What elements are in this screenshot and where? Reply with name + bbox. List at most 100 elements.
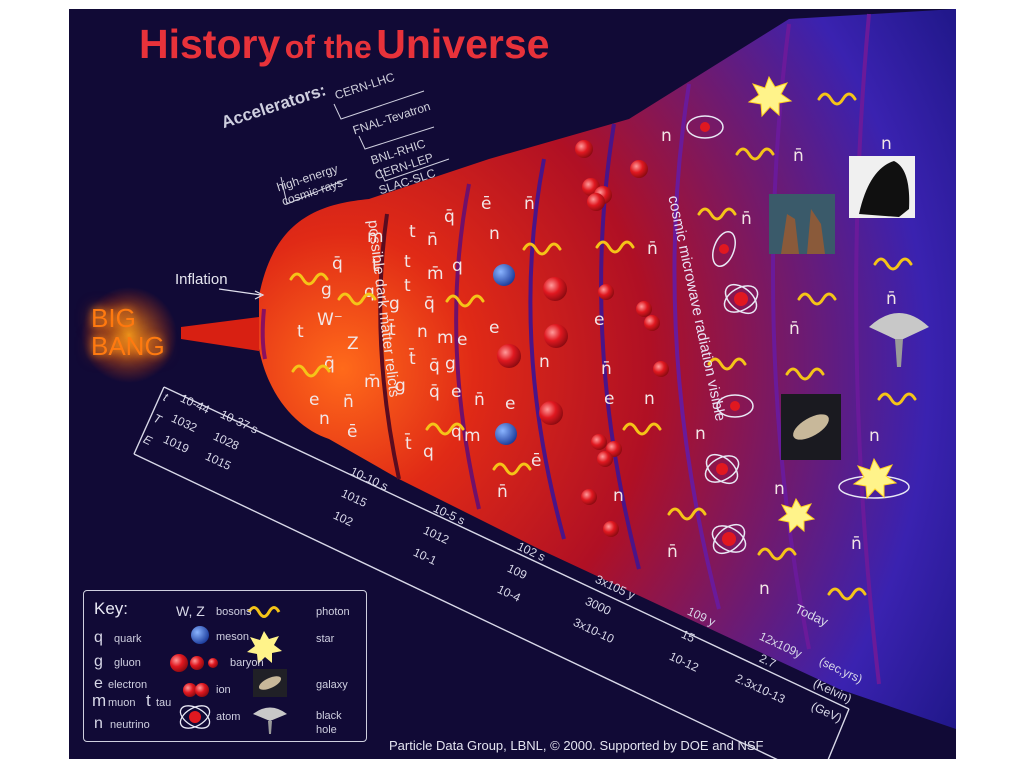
key-label-muon: muon [108,697,136,709]
svg-text:q̄: q̄ [324,354,335,374]
key-label-atom: atom [216,711,241,723]
svg-text:e: e [604,389,614,409]
key-label-gluon: gluon [114,657,141,669]
svg-text:m̄: m̄ [364,372,381,392]
particle-letters: m tq̄ q̄ t tn̄ g q tm̄ q tW⁻g q̄ Zt̄ n m e q̄ t̄ q̄ g… [297,126,897,599]
key-sym-gluon: g [94,653,103,670]
atom-icons [686,115,910,555]
hadron-icons [493,140,669,537]
era-boundaries [260,13,881,685]
key-label-neutrino: neutrino [110,719,150,731]
svg-text:m: m [464,426,481,446]
svg-text:g: g [389,294,400,314]
svg-text:t: t [297,322,304,342]
inflation-neck [181,317,259,351]
svg-text:q̄: q̄ [429,382,440,402]
key-label-star: star [316,633,335,645]
key-sym-electron: e [94,675,103,692]
svg-text:ē: ē [481,194,491,214]
inflation-arrow [218,288,262,296]
svg-text:n: n [613,486,624,506]
svg-text:n̄: n̄ [343,392,354,412]
svg-text:n̄: n̄ [667,542,678,562]
svg-text:ē: ē [531,451,541,471]
svg-text:q̄: q̄ [429,356,440,376]
svg-text:n: n [695,424,706,444]
svg-text:e: e [309,390,319,410]
key-label-meson: meson [216,631,250,643]
key-label-quark: quark [114,633,142,645]
star-icons [747,75,898,534]
svg-text:q̄: q̄ [451,422,462,442]
svg-text:e: e [505,394,515,414]
svg-text:n: n [869,426,880,446]
svg-text:t̄: t̄ [389,318,396,340]
key-sym-bosons: W, Z [176,603,205,619]
photon-icons [289,92,917,601]
svg-text:n̄: n̄ [789,319,800,339]
key-sym-muon: m [92,691,107,710]
svg-text:n: n [774,479,785,499]
svg-text:n̄: n̄ [647,239,658,259]
key-label-tau: tau [156,697,172,709]
svg-text:t: t [404,276,411,296]
svg-text:n: n [661,126,672,146]
svg-text:q̄: q̄ [332,254,343,274]
svg-text:n: n [319,409,330,429]
big-bang-line1: BIG [91,303,136,333]
svg-text:t̄: t̄ [405,432,412,454]
black-hole-image [869,313,929,341]
svg-text:n: n [644,389,655,409]
key-sym-tau: t [146,691,151,710]
svg-text:n̄: n̄ [741,209,752,229]
svg-text:n: n [881,134,892,154]
svg-text:q̄: q̄ [424,294,435,314]
svg-text:n: n [539,352,550,372]
svg-text:m: m [367,227,384,247]
key-title: Key: [94,599,129,618]
svg-text:e: e [457,330,467,350]
key-legend: Key: q quark g gluon e electron m muon t… [83,590,367,742]
svg-text:e: e [594,310,604,330]
poster-title: History of the Universe [139,21,549,68]
key-label-electron: electron [108,679,148,691]
accelerator-brackets [280,90,450,205]
svg-text:Z: Z [347,334,359,354]
svg-text:g: g [395,376,406,396]
big-bang-label: BIG BANG [91,304,165,360]
nebula-image [769,194,835,254]
key-sym-quark: q [94,629,103,646]
svg-text:n: n [759,579,770,599]
svg-text:g: g [321,280,332,300]
title-history: History [139,21,281,67]
svg-text:t̄: t̄ [409,347,416,369]
svg-text:m̄: m̄ [427,264,444,284]
svg-text:n̄: n̄ [886,289,897,309]
svg-text:n: n [417,322,428,342]
svg-text:n̄: n̄ [474,390,485,410]
svg-text:q: q [364,282,375,302]
key-sym-neutrino: n [94,715,103,732]
title-universe: Universe [376,21,550,67]
footer-credit: Particle Data Group, LBNL, © 2000. Suppo… [389,738,764,753]
key-label-black-hole: black hole [316,710,342,736]
key-label-bosons: bosons [216,606,252,618]
svg-text:q: q [452,256,463,276]
key-label-ion: ion [216,684,231,696]
key-label-galaxy: galaxy [316,679,348,691]
axis-table [133,386,850,759]
key-label-baryon: baryon [230,657,264,669]
svg-text:t: t [404,252,411,272]
svg-text:m: m [437,328,454,348]
svg-text:q̄: q̄ [444,207,455,227]
svg-text:n: n [489,224,500,244]
svg-text:n̄: n̄ [851,534,862,554]
svg-text:t: t [409,222,416,242]
key-label-photon: photon [316,606,350,618]
svg-text:n̄: n̄ [793,146,804,166]
big-bang-line2: BANG [91,331,165,361]
svg-text:n̄: n̄ [601,359,612,379]
svg-text:n̄: n̄ [497,482,508,502]
title-of-the: of the [284,29,372,65]
